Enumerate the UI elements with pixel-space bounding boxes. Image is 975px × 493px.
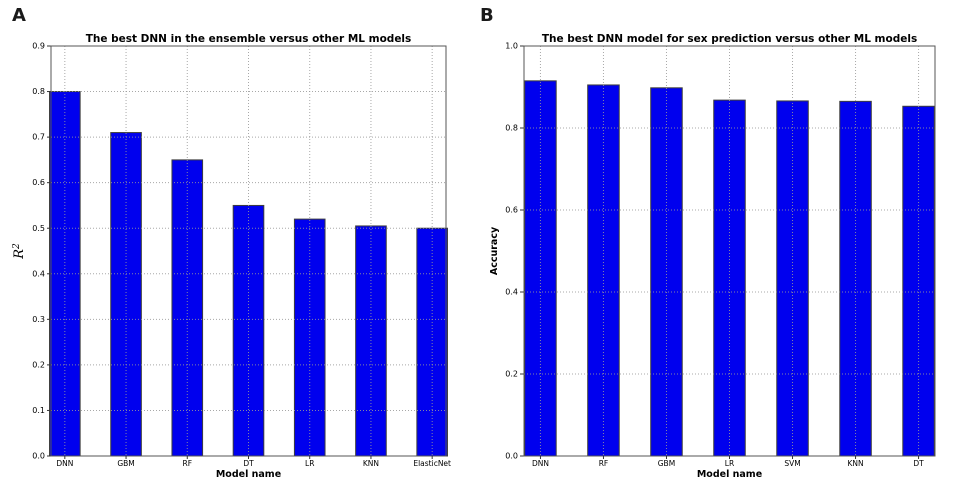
x-tick-label: KNN (847, 459, 863, 468)
x-axis-label: Model name (216, 469, 281, 480)
x-tick-label: DNN (56, 459, 73, 468)
y-axis-label: Accuracy (489, 226, 500, 275)
x-axis-label: Model name (697, 469, 762, 480)
x-tick-label: DT (243, 459, 254, 468)
bar-LR (713, 99, 746, 457)
panel-label-a: A (12, 5, 26, 26)
y-tick-label: 0.6 (505, 206, 518, 215)
y-tick-label: 0.7 (32, 133, 45, 142)
x-tick-label: GBM (117, 459, 134, 468)
y-tick-label: 0.9 (32, 42, 45, 51)
x-tick-label: GBM (658, 459, 675, 468)
chart-b-svg: 0.0 0.2 0.4 0.6 0.8 1.0 DNN RF GBM LR SVM KNN DT The … (489, 33, 936, 480)
x-tick-label: DT (913, 459, 924, 468)
x-tick-label: RF (599, 459, 609, 468)
y-tick-label: 0.5 (32, 224, 45, 233)
y-tick-label: 0.6 (32, 178, 45, 187)
bar-GBM (110, 132, 142, 457)
panel-label-b: B (480, 5, 494, 26)
y-tick-label: 0.3 (32, 315, 45, 324)
chart-title: The best DNN in the ensemble versus othe… (86, 33, 412, 45)
y-tick-label: 0.0 (32, 452, 45, 461)
x-tick-label: LR (725, 459, 734, 468)
y-tick-label: 1.0 (505, 42, 518, 51)
y-tick-label: 0.1 (32, 406, 45, 415)
y-tick-label: 0.8 (505, 124, 518, 133)
y-tick-label: 0.4 (505, 288, 518, 297)
x-tick-label: KNN (363, 459, 379, 468)
y-tick-label: 0.2 (505, 370, 518, 379)
x-tick-label: DNN (532, 459, 549, 468)
x-tick-label: ElasticNet (413, 459, 451, 468)
y-tick-label: 0.4 (32, 269, 45, 278)
x-tick-label: LR (305, 459, 314, 468)
chart-a-svg: 0.0 0.1 0.2 0.3 0.4 0.5 0.6 0.7 0.8 0.9 DNN GBM RF DT… (12, 33, 451, 480)
x-tick-label: SVM (784, 459, 800, 468)
y-tick-label: 0.8 (32, 87, 45, 96)
chart-title: The best DNN model for sex prediction ve… (542, 33, 917, 45)
y-axis-label: R2 (12, 243, 27, 260)
y-tick-label: 0.2 (32, 360, 45, 369)
y-tick-label: 0.0 (505, 452, 518, 461)
x-tick-label: RF (183, 459, 193, 468)
